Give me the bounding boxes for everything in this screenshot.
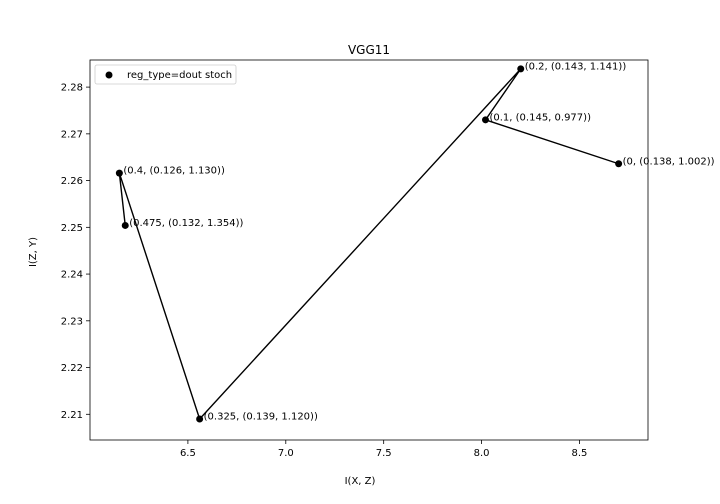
legend-box [94, 64, 237, 85]
data-point [615, 160, 623, 168]
y-tick-label: 2.26 [61, 176, 83, 187]
y-axis-label: I(Z, Y) [28, 237, 39, 267]
data-point [121, 221, 129, 229]
x-tick-label: 7.5 [376, 448, 392, 459]
legend-marker [105, 71, 113, 79]
y-tick-label: 2.21 [61, 410, 83, 421]
data-point-label: (0.1, (0.145, 0.977)) [489, 112, 591, 123]
y-tick-label: 2.28 [61, 83, 83, 94]
legend-label: reg_type=dout stoch [127, 70, 232, 81]
x-tick-label: 7.0 [278, 448, 294, 459]
plot-area [89, 59, 649, 441]
x-axis-label: I(X, Z) [345, 476, 376, 487]
data-point [517, 65, 525, 73]
series-layer: (0, (0.138, 1.002)) (0.1, (0.145, 0.977))… [115, 61, 715, 423]
x-tick-label: 6.5 [180, 448, 196, 459]
data-point-label: (0.325, (0.139, 1.120)) [204, 411, 318, 422]
legend: reg_type=dout stoch [94, 64, 237, 85]
series-line [118, 68, 619, 421]
chart-title: VGG11 [348, 43, 390, 57]
data-point-label: (0.2, (0.143, 1.141)) [525, 61, 627, 72]
y-tick-label: 2.22 [61, 363, 83, 374]
y-axis-ticks: 2.21 2.22 2.23 2.24 2.25 2.26 2.27 2.28 [61, 83, 90, 421]
data-point-label: (0, (0.138, 1.002)) [623, 156, 715, 167]
y-tick-label: 2.24 [61, 270, 83, 281]
x-tick-label: 8.0 [474, 448, 490, 459]
data-point [196, 415, 204, 423]
x-axis-ticks: 6.5 7.0 7.5 8.0 8.5 [180, 440, 587, 459]
data-point [481, 116, 489, 124]
y-tick-label: 2.23 [61, 316, 83, 327]
y-tick-label: 2.25 [61, 223, 83, 234]
y-tick-label: 2.27 [61, 129, 83, 140]
data-point-label: (0.475, (0.132, 1.354)) [129, 218, 243, 229]
data-point-label: (0.4, (0.126, 1.130)) [123, 166, 225, 177]
data-point [115, 169, 123, 177]
x-tick-label: 8.5 [572, 448, 588, 459]
